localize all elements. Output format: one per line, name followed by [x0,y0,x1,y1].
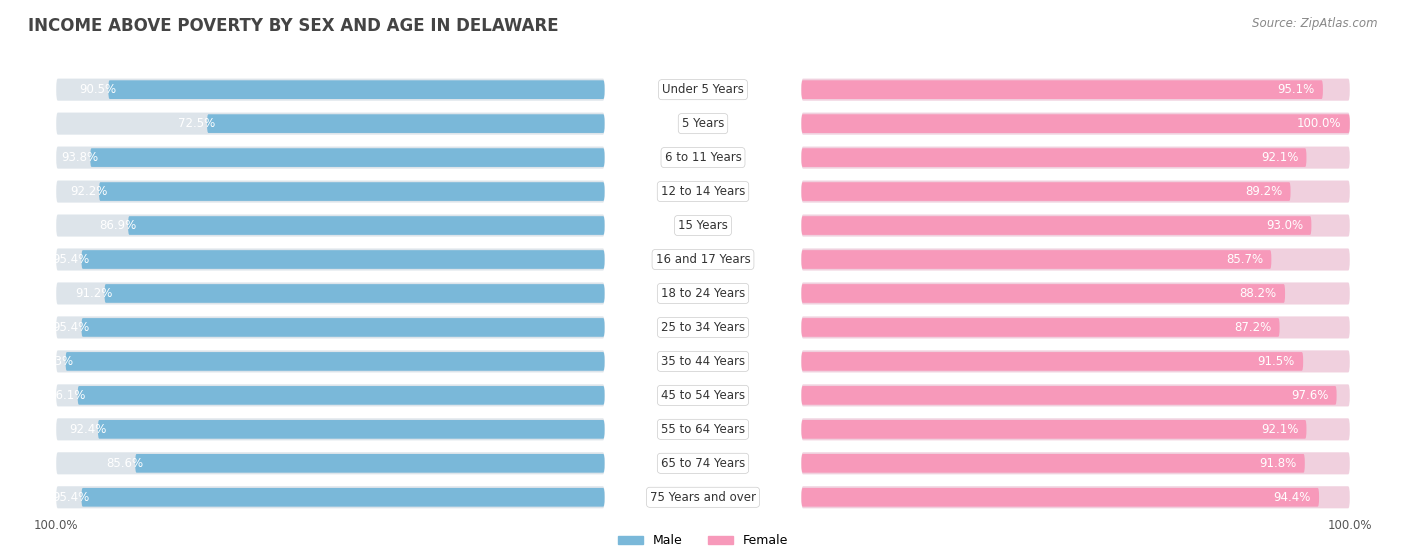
FancyBboxPatch shape [801,215,1350,236]
Text: 88.2%: 88.2% [1240,287,1277,300]
FancyBboxPatch shape [108,80,605,99]
FancyBboxPatch shape [801,79,1350,101]
Text: 18 to 24 Years: 18 to 24 Years [661,287,745,300]
Text: 90.5%: 90.5% [79,83,117,96]
FancyBboxPatch shape [801,112,1350,135]
FancyBboxPatch shape [801,250,1271,269]
Text: 16 and 17 Years: 16 and 17 Years [655,253,751,266]
Text: 55 to 64 Years: 55 to 64 Years [661,423,745,436]
FancyBboxPatch shape [56,146,605,169]
FancyBboxPatch shape [56,486,605,508]
Text: 6 to 11 Years: 6 to 11 Years [665,151,741,164]
Text: 95.1%: 95.1% [1278,83,1315,96]
Text: 15 Years: 15 Years [678,219,728,232]
Text: 98.3%: 98.3% [37,355,73,368]
Text: 85.6%: 85.6% [107,457,143,470]
Text: Source: ZipAtlas.com: Source: ZipAtlas.com [1253,17,1378,30]
FancyBboxPatch shape [56,112,605,135]
FancyBboxPatch shape [82,250,605,269]
Text: 12 to 14 Years: 12 to 14 Years [661,185,745,198]
Text: 91.5%: 91.5% [1258,355,1295,368]
Text: 93.0%: 93.0% [1265,219,1303,232]
Text: 96.1%: 96.1% [48,389,86,402]
FancyBboxPatch shape [801,454,1305,473]
FancyBboxPatch shape [56,452,605,475]
FancyBboxPatch shape [801,284,1285,303]
Text: INCOME ABOVE POVERTY BY SEX AND AGE IN DELAWARE: INCOME ABOVE POVERTY BY SEX AND AGE IN D… [28,17,558,35]
Text: 97.6%: 97.6% [1291,389,1329,402]
FancyBboxPatch shape [90,148,605,167]
FancyBboxPatch shape [801,420,1306,439]
FancyBboxPatch shape [801,114,1350,133]
Text: 95.4%: 95.4% [52,321,90,334]
Text: 72.5%: 72.5% [179,117,215,130]
Text: 45 to 54 Years: 45 to 54 Years [661,389,745,402]
Text: 95.4%: 95.4% [52,491,90,504]
FancyBboxPatch shape [56,181,605,202]
FancyBboxPatch shape [56,215,605,236]
FancyBboxPatch shape [801,248,1350,271]
FancyBboxPatch shape [801,385,1350,406]
FancyBboxPatch shape [801,452,1350,475]
Text: 93.8%: 93.8% [62,151,98,164]
FancyBboxPatch shape [128,216,605,235]
FancyBboxPatch shape [207,114,605,133]
FancyBboxPatch shape [801,488,1319,506]
Text: 91.2%: 91.2% [76,287,112,300]
FancyBboxPatch shape [801,146,1350,169]
FancyBboxPatch shape [801,318,1279,337]
Text: 87.2%: 87.2% [1234,321,1271,334]
FancyBboxPatch shape [98,420,605,439]
FancyBboxPatch shape [801,148,1306,167]
Text: 92.1%: 92.1% [1261,151,1298,164]
Text: 86.9%: 86.9% [98,219,136,232]
Text: 5 Years: 5 Years [682,117,724,130]
FancyBboxPatch shape [98,182,605,201]
Text: 92.4%: 92.4% [69,423,105,436]
Text: 100.0%: 100.0% [1296,117,1341,130]
Text: 92.2%: 92.2% [70,185,107,198]
FancyBboxPatch shape [801,282,1350,305]
FancyBboxPatch shape [77,386,605,405]
FancyBboxPatch shape [66,352,605,371]
FancyBboxPatch shape [56,316,605,339]
Text: 95.4%: 95.4% [52,253,90,266]
Text: 91.8%: 91.8% [1260,457,1296,470]
FancyBboxPatch shape [801,316,1350,339]
FancyBboxPatch shape [56,79,605,101]
Text: 85.7%: 85.7% [1226,253,1263,266]
Legend: Male, Female: Male, Female [613,529,793,552]
FancyBboxPatch shape [801,216,1312,235]
FancyBboxPatch shape [801,386,1337,405]
FancyBboxPatch shape [801,418,1350,440]
FancyBboxPatch shape [801,350,1350,372]
Text: 65 to 74 Years: 65 to 74 Years [661,457,745,470]
Text: 89.2%: 89.2% [1246,185,1282,198]
FancyBboxPatch shape [104,284,605,303]
FancyBboxPatch shape [135,454,605,473]
FancyBboxPatch shape [56,282,605,305]
FancyBboxPatch shape [801,182,1291,201]
Text: 25 to 34 Years: 25 to 34 Years [661,321,745,334]
FancyBboxPatch shape [801,486,1350,508]
FancyBboxPatch shape [801,181,1350,202]
FancyBboxPatch shape [82,488,605,506]
FancyBboxPatch shape [801,80,1323,99]
Text: 92.1%: 92.1% [1261,423,1298,436]
Text: 94.4%: 94.4% [1274,491,1310,504]
Text: 35 to 44 Years: 35 to 44 Years [661,355,745,368]
Text: Under 5 Years: Under 5 Years [662,83,744,96]
FancyBboxPatch shape [56,350,605,372]
Text: 75 Years and over: 75 Years and over [650,491,756,504]
FancyBboxPatch shape [801,352,1303,371]
FancyBboxPatch shape [82,318,605,337]
FancyBboxPatch shape [56,248,605,271]
FancyBboxPatch shape [56,418,605,440]
FancyBboxPatch shape [56,385,605,406]
